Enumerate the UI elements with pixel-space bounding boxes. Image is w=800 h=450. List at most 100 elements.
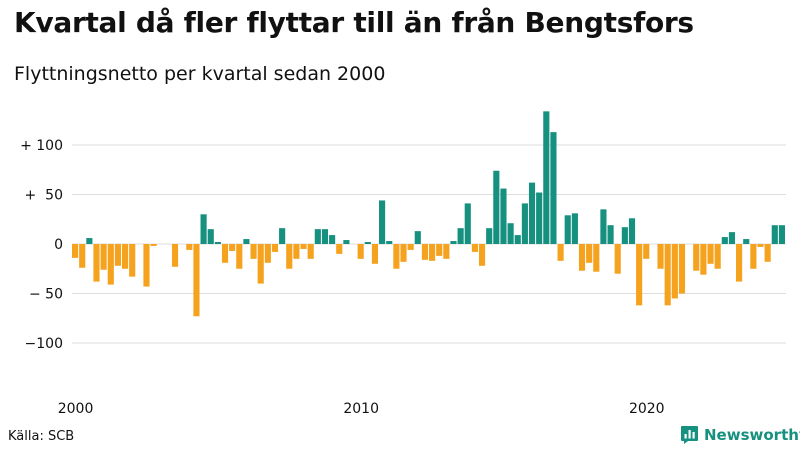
bar	[600, 209, 607, 244]
bar	[628, 218, 636, 244]
x-axis-labels: 2000 2010 2020	[58, 401, 665, 417]
bar	[107, 244, 114, 285]
bar	[728, 232, 736, 244]
bar	[357, 244, 364, 259]
bar	[386, 241, 393, 244]
bar	[736, 244, 743, 282]
bar	[93, 244, 100, 282]
bar	[300, 244, 307, 249]
bar	[700, 244, 707, 275]
bar	[457, 228, 464, 244]
bar	[221, 244, 229, 263]
y-tick-label: −100	[25, 336, 63, 352]
bar	[436, 244, 443, 256]
bar	[100, 244, 107, 270]
bar	[407, 244, 414, 250]
bar	[693, 244, 700, 271]
y-tick-label: + 50	[25, 188, 63, 204]
bar	[757, 244, 764, 247]
bar	[364, 242, 371, 244]
bar	[343, 240, 350, 244]
brand-name: Newsworthy	[704, 425, 800, 444]
bar	[207, 229, 214, 244]
bar	[664, 244, 671, 306]
bar	[478, 244, 486, 266]
bar	[414, 231, 421, 244]
bar	[771, 225, 778, 244]
bar	[336, 244, 343, 254]
x-tick-label: 2000	[58, 401, 94, 417]
bar	[329, 235, 336, 244]
bar	[236, 244, 243, 269]
bar	[286, 244, 293, 269]
bar	[507, 223, 514, 244]
bar	[514, 235, 521, 244]
bar	[293, 244, 300, 259]
bar	[171, 244, 179, 267]
bar	[129, 244, 136, 277]
bar	[536, 192, 543, 244]
bar	[400, 244, 407, 262]
bar	[707, 244, 714, 264]
bar	[500, 188, 507, 244]
bar	[657, 244, 664, 269]
bar	[443, 244, 450, 259]
bar	[264, 244, 271, 263]
bar	[321, 229, 329, 244]
bar	[750, 244, 757, 269]
bar	[229, 244, 236, 251]
bar	[429, 244, 436, 261]
bar	[578, 244, 586, 271]
bar	[636, 244, 643, 306]
bar	[521, 203, 528, 244]
bar	[557, 244, 564, 261]
bar	[193, 244, 200, 317]
bar	[550, 132, 557, 244]
y-tick-label: 0	[54, 237, 63, 253]
bar	[307, 244, 314, 259]
bar	[471, 244, 478, 252]
bar	[714, 244, 721, 269]
bar	[114, 244, 121, 266]
y-axis-labels: + 100 + 50 0 − 50 −100	[20, 138, 63, 352]
bar	[150, 244, 157, 246]
bar	[586, 244, 593, 263]
bar	[86, 238, 93, 244]
bar	[121, 244, 129, 269]
bar	[743, 239, 750, 244]
x-tick-label: 2010	[343, 401, 379, 417]
x-tick-label: 2020	[629, 401, 665, 417]
bar	[79, 244, 86, 268]
bar	[543, 111, 550, 244]
source-note: Källa: SCB	[8, 429, 75, 444]
bar	[671, 244, 678, 299]
bar	[621, 227, 628, 244]
newsworthy-logo[interactable]: Newsworthy	[680, 425, 800, 444]
bar	[186, 244, 193, 250]
bar	[143, 244, 150, 287]
bars	[72, 111, 785, 317]
bar	[393, 244, 400, 269]
bar	[421, 244, 428, 260]
bar	[450, 241, 457, 244]
bar	[72, 244, 79, 258]
bar	[257, 244, 264, 284]
bar	[778, 225, 785, 244]
chat-chart-icon	[681, 426, 698, 444]
chart-subtitle: Flyttningsnetto per kvartal sedan 2000	[14, 63, 386, 85]
bar	[607, 225, 614, 244]
bar	[200, 214, 207, 244]
chart-title: Kvartal då fler flyttar till än från Ben…	[14, 6, 694, 39]
bar	[486, 228, 493, 244]
bar	[528, 182, 536, 244]
bar	[493, 170, 500, 244]
bar	[764, 244, 771, 262]
bar	[271, 244, 279, 252]
y-tick-label: + 100	[20, 138, 63, 154]
bar	[371, 244, 379, 264]
bar	[379, 200, 386, 244]
bar	[214, 242, 221, 244]
bar	[678, 244, 686, 294]
bar	[314, 229, 321, 244]
